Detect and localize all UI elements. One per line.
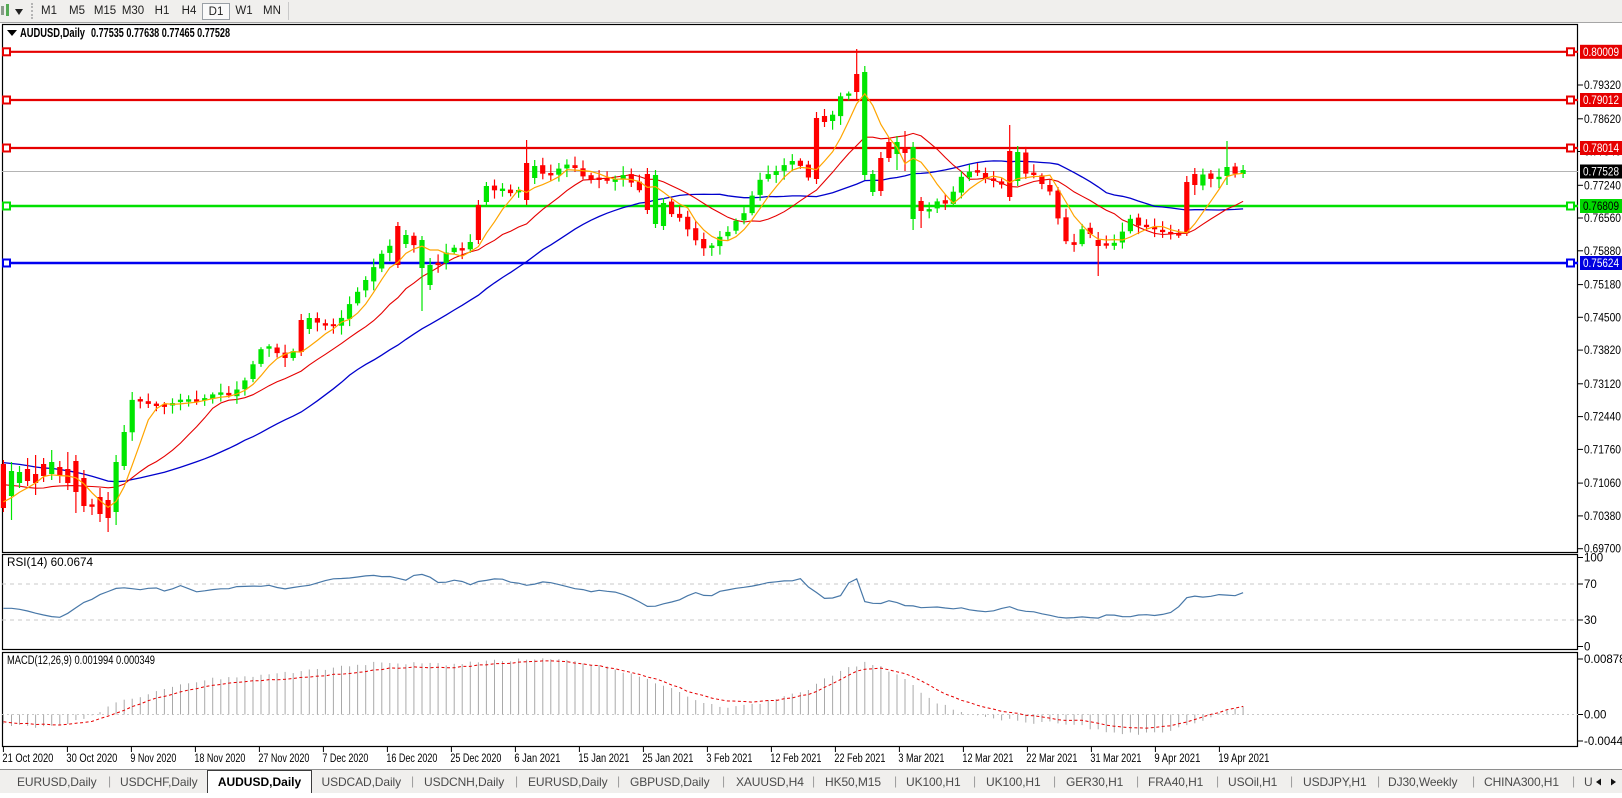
svg-text:70: 70 [1584, 579, 1597, 591]
svg-text:0.71060: 0.71060 [1584, 478, 1621, 490]
svg-text:0.80009: 0.80009 [1583, 47, 1619, 59]
svg-text:0.73820: 0.73820 [1584, 345, 1621, 357]
svg-text:21 Oct 2020: 21 Oct 2020 [2, 753, 53, 765]
svg-text:0.77535 0.77638 0.77465 0.7752: 0.77535 0.77638 0.77465 0.77528 [91, 26, 230, 40]
svg-text:31 Mar 2021: 31 Mar 2021 [1090, 753, 1141, 765]
svg-text:7 Dec 2020: 7 Dec 2020 [322, 753, 368, 765]
svg-text:0.75880: 0.75880 [1584, 246, 1621, 258]
svg-text:RSI(14) 60.0674: RSI(14) 60.0674 [7, 557, 94, 569]
svg-text:0.77240: 0.77240 [1584, 180, 1621, 192]
svg-text:MACD(12,26,9) 0.001994 0.00034: MACD(12,26,9) 0.001994 0.000349 [7, 655, 155, 667]
svg-text:0.75624: 0.75624 [1583, 258, 1620, 270]
svg-text:0.78014: 0.78014 [1583, 143, 1620, 155]
svg-text:12 Feb 2021: 12 Feb 2021 [770, 753, 821, 765]
svg-text:0.78620: 0.78620 [1584, 114, 1621, 126]
svg-text:12 Mar 2021: 12 Mar 2021 [962, 753, 1013, 765]
svg-text:16 Dec 2020: 16 Dec 2020 [386, 753, 437, 765]
svg-text:0: 0 [1584, 642, 1590, 654]
svg-text:19 Apr 2021: 19 Apr 2021 [1218, 753, 1269, 765]
svg-text:0.79320: 0.79320 [1584, 80, 1621, 92]
svg-text:9 Apr 2021: 9 Apr 2021 [1154, 753, 1200, 765]
svg-text:0.70380: 0.70380 [1584, 511, 1621, 523]
svg-text:-0.004451: -0.004451 [1584, 736, 1622, 748]
svg-text:0.76560: 0.76560 [1584, 213, 1621, 225]
svg-text:AUDUSD,Daily: AUDUSD,Daily [20, 26, 85, 40]
svg-text:25 Dec 2020: 25 Dec 2020 [450, 753, 501, 765]
svg-text:6 Jan 2021: 6 Jan 2021 [514, 753, 560, 765]
svg-text:0.75180: 0.75180 [1584, 280, 1621, 292]
svg-text:15 Jan 2021: 15 Jan 2021 [578, 753, 629, 765]
svg-text:0.00: 0.00 [1584, 710, 1606, 722]
svg-text:22 Mar 2021: 22 Mar 2021 [1026, 753, 1077, 765]
svg-text:100: 100 [1584, 553, 1603, 565]
svg-text:0.73120: 0.73120 [1584, 379, 1621, 391]
svg-text:0.71760: 0.71760 [1584, 444, 1621, 456]
svg-text:30: 30 [1584, 615, 1597, 627]
svg-text:0.69700: 0.69700 [1584, 544, 1621, 556]
svg-text:3 Mar 2021: 3 Mar 2021 [898, 753, 944, 765]
svg-text:22 Feb 2021: 22 Feb 2021 [834, 753, 885, 765]
svg-text:0.77528: 0.77528 [1583, 167, 1619, 179]
svg-text:0.74500: 0.74500 [1584, 312, 1621, 324]
svg-text:0.008782: 0.008782 [1584, 654, 1622, 666]
svg-text:3 Feb 2021: 3 Feb 2021 [706, 753, 752, 765]
svg-text:0.79012: 0.79012 [1583, 95, 1619, 107]
svg-text:0.76809: 0.76809 [1583, 201, 1619, 213]
svg-text:18 Nov 2020: 18 Nov 2020 [194, 753, 245, 765]
svg-text:9 Nov 2020: 9 Nov 2020 [130, 753, 176, 765]
svg-text:27 Nov 2020: 27 Nov 2020 [258, 753, 309, 765]
svg-text:0.72440: 0.72440 [1584, 412, 1621, 424]
svg-text:25 Jan 2021: 25 Jan 2021 [642, 753, 693, 765]
svg-text:30 Oct 2020: 30 Oct 2020 [66, 753, 117, 765]
